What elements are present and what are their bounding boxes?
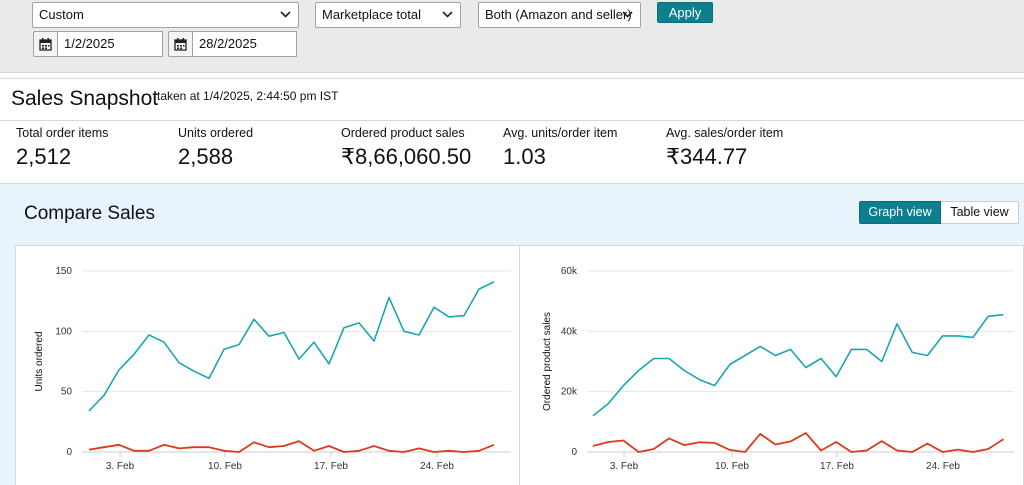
series-line-compare[interactable] xyxy=(88,440,495,453)
metric-ordered-product-sales: Ordered product sales ₹8,66,060.50 xyxy=(341,126,471,170)
y-tick-label: 40k xyxy=(561,326,578,337)
start-date-field[interactable]: 1/2/2025 xyxy=(33,31,163,57)
metric-value: 1.03 xyxy=(503,144,546,169)
apply-button[interactable]: Apply xyxy=(657,2,713,23)
y-tick-label: 60k xyxy=(561,266,578,277)
x-tick-label: 10. Feb xyxy=(715,461,749,472)
end-date-field[interactable]: 28/2/2025 xyxy=(168,31,297,57)
y-axis-label: Units ordered xyxy=(34,331,45,391)
x-tick-label: 24. Feb xyxy=(926,461,960,472)
x-tick-label: 17. Feb xyxy=(820,461,854,472)
metric-label: Total order items xyxy=(16,126,109,140)
marketplace-select[interactable]: Marketplace total xyxy=(315,2,461,28)
section-title: Compare Sales xyxy=(24,203,155,224)
metric-label: Avg. sales/order item xyxy=(666,126,784,140)
metric-value: ₹8,66,060.50 xyxy=(341,144,472,169)
page-title: Sales Snapshot xyxy=(11,87,159,110)
metric-units-ordered: Units ordered 2,588 xyxy=(178,126,253,170)
metric-label: Ordered product sales xyxy=(341,126,465,140)
x-tick-label: 17. Feb xyxy=(314,461,348,472)
chevron-down-icon xyxy=(442,11,453,18)
metric-avg-units-per-order-item: Avg. units/order item 1.03 xyxy=(503,126,617,170)
y-tick-label: 0 xyxy=(571,447,577,458)
calendar-icon[interactable] xyxy=(33,31,57,57)
end-date-input[interactable]: 28/2/2025 xyxy=(192,31,297,57)
units-ordered-chart-panel: 0 50 100 150 3. Feb 10. Feb 17. Feb 24. Feb Unit… xyxy=(15,245,520,485)
date-range-select[interactable]: Custom xyxy=(32,2,299,28)
y-tick-label: 50 xyxy=(61,387,73,398)
ordered-sales-chart-panel: 0 20k 40k 60k 3. Feb 10. Feb 17. Feb 24. Feb Ord… xyxy=(520,245,1024,485)
calendar-icon[interactable] xyxy=(168,31,192,57)
series-line-current[interactable] xyxy=(88,281,495,412)
metric-value: 2,512 xyxy=(16,144,72,169)
x-tick-label: 3. Feb xyxy=(106,461,135,472)
metric-value: 2,588 xyxy=(178,144,234,169)
snapshot-timestamp: taken at 1/4/2025, 2:44:50 pm IST xyxy=(157,89,339,103)
metric-label: Units ordered xyxy=(178,126,254,140)
chevron-down-icon xyxy=(280,11,291,18)
marketplace-value: Marketplace total xyxy=(322,7,421,22)
x-tick-label: 24. Feb xyxy=(420,461,454,472)
metric-value: ₹344.77 xyxy=(666,144,748,169)
compare-sales-section: Compare Sales Graph view Table view 0 50 1… xyxy=(0,183,1024,485)
series-line-current[interactable] xyxy=(592,313,1004,417)
metric-avg-sales-per-order-item: Avg. sales/order item ₹344.77 xyxy=(666,126,783,170)
metric-total-order-items: Total order items 2,512 xyxy=(16,126,108,170)
sales-snapshot-header: Sales Snapshot taken at 1/4/2025, 2:44:5… xyxy=(0,78,1024,121)
fulfillment-select[interactable]: Both (Amazon and seller) xyxy=(478,2,641,28)
ordered-sales-chart: 0 20k 40k 60k 3. Feb 10. Feb 17. Feb 24. Feb Ord… xyxy=(542,266,1014,472)
series-line-compare[interactable] xyxy=(592,432,1004,453)
table-view-button[interactable]: Table view xyxy=(941,201,1019,224)
fulfillment-value: Both (Amazon and seller) xyxy=(485,7,632,22)
filter-bar: Custom Marketplace total Both (Amazon an… xyxy=(0,0,1024,73)
y-axis-label: Ordered product sales xyxy=(542,312,553,411)
y-tick-label: 150 xyxy=(55,266,72,277)
y-tick-label: 0 xyxy=(66,447,72,458)
graph-view-button[interactable]: Graph view xyxy=(859,201,941,224)
y-tick-label: 100 xyxy=(55,326,72,337)
units-ordered-chart: 0 50 100 150 3. Feb 10. Feb 17. Feb 24. Feb Unit… xyxy=(34,266,511,472)
x-tick-label: 10. Feb xyxy=(208,461,242,472)
metric-label: Avg. units/order item xyxy=(503,126,618,140)
y-tick-label: 20k xyxy=(561,387,578,398)
date-range-value: Custom xyxy=(39,7,84,22)
start-date-input[interactable]: 1/2/2025 xyxy=(57,31,163,57)
chevron-down-icon xyxy=(622,11,633,18)
x-tick-label: 3. Feb xyxy=(610,461,639,472)
